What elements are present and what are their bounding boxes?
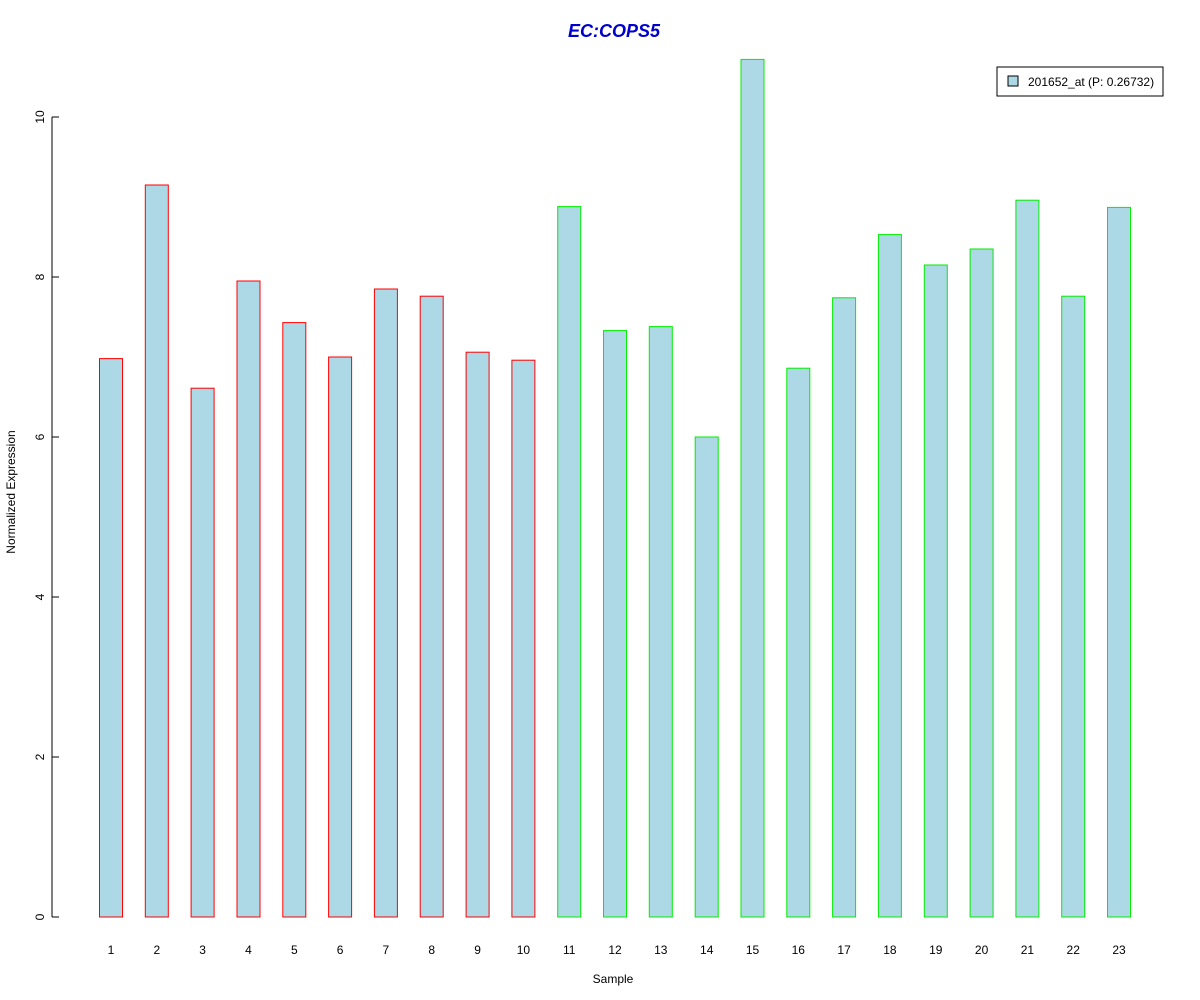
- y-tick-label: 0: [33, 913, 47, 920]
- y-tick-label: 2: [33, 753, 47, 760]
- x-tick-label: 19: [929, 943, 943, 957]
- x-tick-label: 2: [153, 943, 160, 957]
- bar-sample-6: [328, 356, 353, 918]
- bar-sample-9: [465, 351, 490, 918]
- bar-sample-12: [603, 330, 627, 918]
- x-tick-labels: 1 2 3 4 5 6 7 8 9 10 11 12 13 14 15 16 17 18 19 20 21 22 23: [108, 943, 1126, 957]
- bar-sample-10: [511, 359, 536, 918]
- x-tick-label: 15: [746, 943, 760, 957]
- x-tick-label: 13: [654, 943, 668, 957]
- x-tick-label: 9: [474, 943, 481, 957]
- x-tick-label: 10: [517, 943, 531, 957]
- x-tick-label: 8: [428, 943, 435, 957]
- x-tick-label: 20: [975, 943, 989, 957]
- x-tick-label: 11: [563, 943, 576, 957]
- bar-sample-4: [236, 280, 261, 918]
- x-tick-label: 4: [245, 943, 252, 957]
- bar-sample-15: [740, 58, 765, 918]
- x-tick-label: 16: [792, 943, 806, 957]
- y-tick-label: 10: [33, 110, 47, 124]
- x-tick-label: 23: [1112, 943, 1126, 957]
- legend-label: 201652_at (P: 0.26732): [1028, 75, 1154, 89]
- bar-sample-14: [694, 436, 719, 918]
- x-tick-label: 14: [700, 943, 714, 957]
- bar-sample-2: [144, 184, 169, 918]
- x-tick-label: 18: [883, 943, 897, 957]
- bar-sample-23: [1107, 206, 1131, 918]
- y-tick-label: 8: [33, 273, 47, 280]
- bar-sample-13: [648, 326, 673, 918]
- x-tick-label: 1: [108, 943, 115, 957]
- y-axis: 0 2 4 6 8 10: [33, 110, 59, 920]
- bar-sample-8: [419, 295, 444, 918]
- x-tick-label: 22: [1067, 943, 1081, 957]
- bars-group: [99, 58, 1131, 918]
- x-tick-label: 12: [608, 943, 622, 957]
- y-axis-label: Normalized Expression: [4, 430, 18, 553]
- bar-sample-3: [190, 387, 215, 918]
- legend-swatch: [1007, 75, 1019, 87]
- bar-sample-18: [877, 234, 902, 918]
- y-tick-label: 4: [33, 593, 47, 600]
- y-tick-label: 6: [33, 433, 47, 440]
- bar-sample-22: [1061, 295, 1086, 918]
- legend-box: [996, 66, 1164, 97]
- bar-sample-21: [1015, 199, 1040, 918]
- bar-sample-19: [923, 264, 948, 918]
- x-tick-label: 6: [337, 943, 344, 957]
- x-tick-label: 5: [291, 943, 298, 957]
- bar-sample-1: [99, 358, 123, 918]
- bar-sample-20: [969, 248, 994, 918]
- bar-sample-5: [282, 322, 307, 918]
- x-tick-label: 3: [199, 943, 206, 957]
- bar-sample-11: [557, 206, 582, 918]
- bar-sample-17: [832, 297, 857, 918]
- x-tick-label: 17: [837, 943, 851, 957]
- x-axis-label: Sample: [593, 972, 634, 986]
- bar-sample-7: [373, 288, 398, 918]
- x-tick-label: 21: [1021, 943, 1035, 957]
- chart-title: EC:COPS5: [568, 21, 661, 41]
- bar-sample-16: [786, 367, 811, 918]
- x-tick-label: 7: [383, 943, 390, 957]
- legend: 201652_at (P: 0.26732): [996, 66, 1164, 97]
